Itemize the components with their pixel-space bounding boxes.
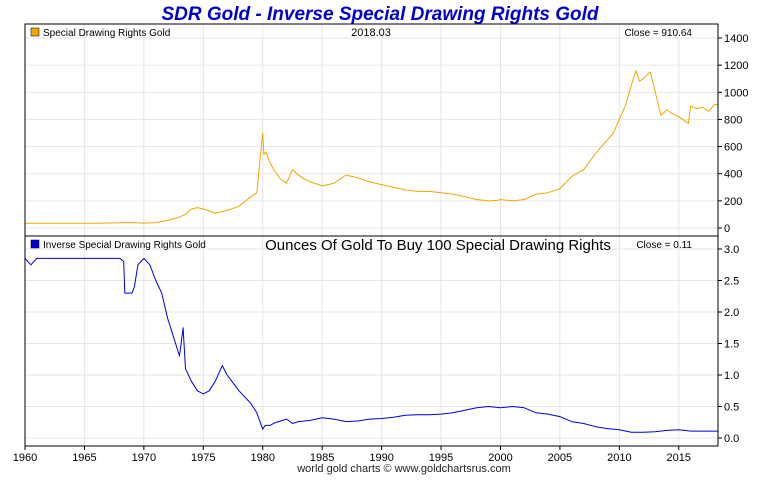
x-tick-label: 1995: [429, 452, 453, 464]
inverse-y-tick-label: 1.0: [724, 370, 739, 382]
inverse-y-tick-label: 2.0: [724, 307, 739, 319]
inverse-legend-label: Inverse Special Drawing Rights Gold: [43, 240, 206, 251]
gold-y-tick-label: 0: [724, 223, 730, 235]
gold-panel-frame: [24, 23, 719, 237]
x-tick-label: 1965: [72, 452, 96, 464]
x-tick-label: 1980: [250, 452, 274, 464]
x-tick-label: 2000: [488, 452, 512, 464]
gold-y-tick-label: 200: [724, 196, 742, 208]
gold-y-tick-label: 1400: [724, 33, 748, 45]
gold-series-line: [25, 70, 719, 224]
gold-legend-label: Special Drawing Rights Gold: [43, 28, 170, 39]
inverse-y-tick-label: 0.5: [724, 402, 739, 414]
inverse-panel-frame: [24, 235, 719, 447]
gold-y-tick-label: 800: [724, 114, 742, 126]
x-tick-label: 1970: [132, 452, 156, 464]
x-tick-label: 1960: [13, 452, 37, 464]
gold-date-label: 2018.03: [351, 27, 391, 39]
inverse-y-tick-label: 1.5: [724, 339, 739, 351]
gold-y-tick-label: 600: [724, 142, 742, 154]
inverse-series-line: [24, 257, 718, 433]
gold-y-tick-label: 1200: [724, 60, 748, 72]
inverse-y-tick-label: 2.5: [724, 276, 739, 288]
x-tick-label: 1975: [191, 452, 215, 464]
inverse-subtitle: Ounces Of Gold To Buy 100 Special Drawin…: [265, 237, 611, 254]
inverse-y-tick-label: 3.0: [724, 244, 739, 256]
inverse-y-tick-label: 0.0: [724, 433, 739, 445]
chart-title: SDR Gold - Inverse Special Drawing Right…: [161, 4, 598, 25]
gold-y-tick-label: 400: [724, 169, 742, 181]
x-tick-label: 1985: [310, 452, 334, 464]
gold-close-label: Close = 910.64: [624, 28, 692, 39]
gold-y-tick-label: 1000: [724, 87, 748, 99]
gold-legend-swatch: [30, 27, 40, 37]
x-tick-label: 2015: [667, 452, 691, 464]
x-tick-label: 2005: [548, 452, 572, 464]
footer-credit: world gold charts © www.goldchartsrus.co…: [296, 463, 511, 475]
inverse-close-label: Close = 0.11: [636, 240, 692, 251]
x-tick-label: 2010: [607, 452, 631, 464]
x-tick-label: 1990: [369, 452, 393, 464]
inverse-legend-swatch: [30, 239, 40, 249]
